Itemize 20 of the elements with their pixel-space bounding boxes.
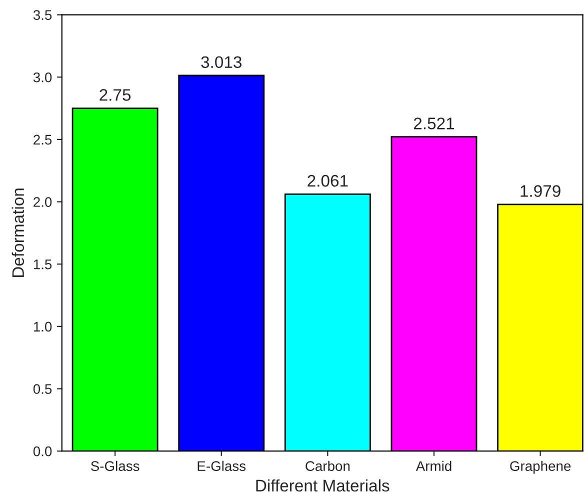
y-tick-label: 1.5 [34, 260, 52, 270]
data-label: 2.521 [414, 118, 454, 130]
data-label: 1.979 [520, 185, 560, 197]
y-tick-label: 1.0 [34, 322, 52, 332]
data-label: 2.75 [100, 89, 131, 101]
y-tick-label: 2.0 [34, 197, 52, 207]
y-axis-title: Deformation [12, 188, 24, 277]
y-tick-label: 0.0 [33, 446, 52, 456]
x-tick-label: E-Glass [198, 460, 246, 472]
y-tick-label: 3.5 [33, 10, 52, 20]
x-tick-label: Graphene [510, 460, 571, 474]
y-tick-label: 3.0 [33, 72, 52, 82]
x-tick-label: Armid [416, 460, 452, 472]
y-tick-label: 2.5 [34, 134, 52, 145]
x-axis-title: Different Materials [256, 479, 390, 492]
y-tick-label: 0.5 [33, 384, 52, 394]
x-tick-label: Carbon [306, 460, 350, 472]
x-tick-label: S-Glass [90, 460, 140, 472]
data-label: 2.061 [308, 174, 348, 187]
data-label: 3.013 [201, 56, 242, 68]
